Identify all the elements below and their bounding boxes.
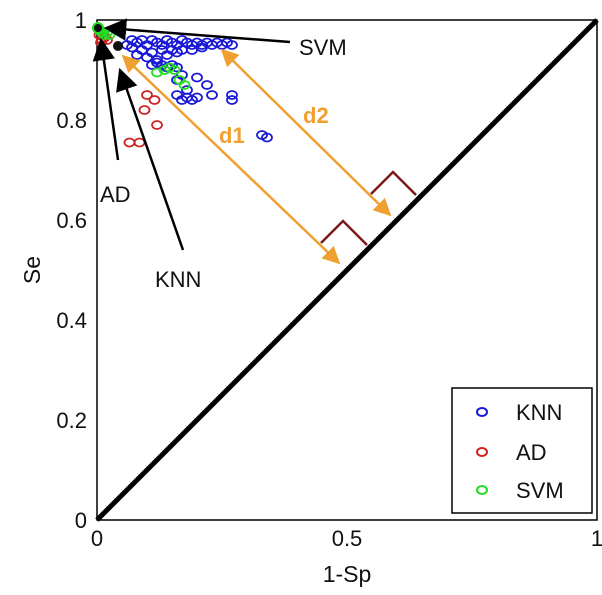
- svm-callout-label: SVM: [299, 35, 347, 60]
- x-tick-label: 1: [591, 526, 602, 551]
- knn-callout-label: KNN: [155, 267, 201, 292]
- d2-label: d2: [303, 103, 329, 128]
- ad-callout-arrow: [92, 37, 120, 161]
- axis-ticks: 0 0.5 1 0 0.2 0.4 0.6 0.8 1: [56, 8, 602, 551]
- svm-callout-arrow: [103, 18, 291, 44]
- chance-diagonal-line: [95, 18, 599, 522]
- y-tick-label: 0.2: [56, 408, 87, 433]
- data-point-knn: [196, 42, 208, 53]
- y-tick-label: 0.8: [56, 108, 87, 133]
- legend-box: [451, 387, 593, 514]
- legend-marker-svm: [476, 485, 488, 495]
- d2-distance-arrow: [220, 48, 392, 217]
- legend-label-ad: AD: [516, 440, 547, 465]
- ad-callout-label: AD: [100, 182, 131, 207]
- y-tick-label: 0.4: [56, 308, 87, 333]
- d1-label: d1: [219, 123, 245, 148]
- legend-label-svm: SVM: [516, 478, 564, 503]
- legend: KNN AD SVM: [451, 387, 593, 514]
- y-axis-label: Se: [19, 256, 45, 284]
- knn-callout-arrow: [116, 67, 185, 251]
- legend-marker-ad: [476, 447, 488, 457]
- y-tick-label: 0: [75, 508, 87, 533]
- best-point-knn: [113, 41, 123, 51]
- y-tick-label: 0.6: [56, 208, 87, 233]
- best-point-svm: [92, 22, 104, 34]
- x-tick-label: 0: [91, 526, 103, 551]
- x-axis-label: 1-Sp: [323, 561, 372, 587]
- legend-label-knn: KNN: [516, 400, 562, 425]
- legend-marker-knn: [476, 407, 488, 417]
- y-tick-label: 1: [75, 8, 87, 33]
- x-tick-label: 0.5: [332, 526, 363, 551]
